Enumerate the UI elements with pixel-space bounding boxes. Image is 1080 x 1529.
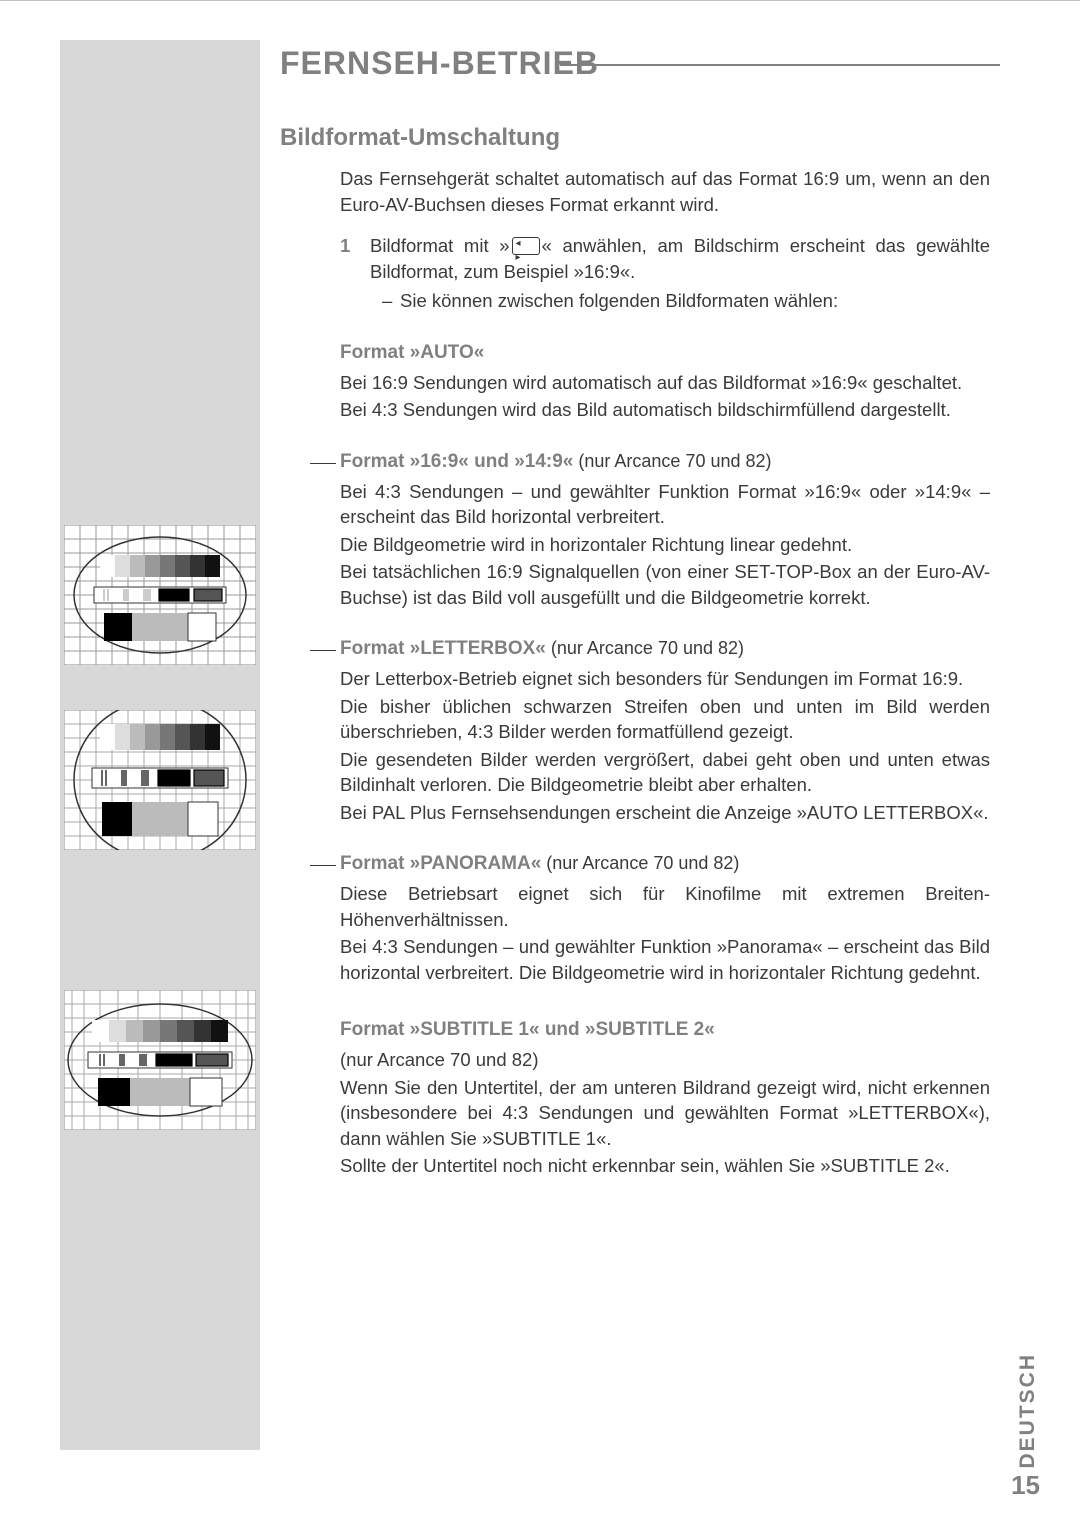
subhead-169-label: Format »16:9« und »14:9« [340, 451, 573, 472]
step-1: 1 Bildformat mit »« anwählen, am Bildsch… [340, 233, 990, 314]
subhead-169: Format »16:9« und »14:9« (nur Arcance 70… [340, 451, 1000, 473]
title-rule [560, 64, 1000, 66]
page: FERNSEH-BETRIEB Bildformat-Umschaltung D… [0, 0, 1080, 1529]
subhead-letterbox: Format »LETTERBOX« (nur Arcance 70 und 8… [340, 638, 1000, 660]
subhead-panorama-label: Format »PANORAMA« [340, 853, 541, 874]
auto-p2: Bei 4:3 Sendungen wird das Bild automati… [340, 397, 990, 423]
content-column: FERNSEH-BETRIEB Bildformat-Umschaltung D… [60, 45, 1000, 1195]
panorama-p2: Bei 4:3 Sendungen – und gewählter Funkti… [340, 934, 990, 985]
letterbox-p4: Bei PAL Plus Fernsehsendungen erscheint … [340, 800, 990, 826]
step-1-dash: Sie können zwischen folgenden Bildformat… [370, 288, 990, 314]
f169-p3: Bei tatsächlichen 16:9 Signalquellen (vo… [340, 559, 990, 610]
f169-p2: Die Bildgeometrie wird in horizontaler R… [340, 532, 990, 558]
subhead-auto: Format »AUTO« [340, 342, 1000, 364]
subhead-subtitle: Format »SUBTITLE 1« und »SUBTITLE 2« [340, 1019, 1000, 1041]
letterbox-p3: Die gesendeten Bilder werden vergrößert,… [340, 747, 990, 798]
subhead-panorama-note: (nur Arcance 70 und 82) [541, 853, 739, 873]
subhead-letterbox-label: Format »LETTERBOX« [340, 638, 546, 659]
panorama-p1: Diese Betriebsart eignet sich für Kinofi… [340, 881, 990, 932]
section-title: Bildformat-Umschaltung [280, 124, 1000, 152]
subtitle-p2: Sollte der Untertitel noch nicht erkennb… [340, 1153, 990, 1179]
step-number: 1 [340, 233, 350, 259]
subhead-panorama: Format »PANORAMA« (nur Arcance 70 und 82… [340, 853, 1000, 875]
f169-p1: Bei 4:3 Sendungen – und gewählter Funkti… [340, 479, 990, 530]
page-number: 15 [1011, 1470, 1040, 1501]
subhead-letterbox-note: (nur Arcance 70 und 82) [546, 638, 744, 658]
subtitle-p1: Wenn Sie den Untertitel, der am unteren … [340, 1075, 990, 1152]
auto-p1: Bei 16:9 Sendungen wird automatisch auf … [340, 370, 990, 396]
subhead-169-note: (nur Arcance 70 und 82) [573, 451, 771, 471]
letterbox-p2: Die bisher üblichen schwarzen Streifen o… [340, 694, 990, 745]
intro-para: Das Fernsehgerät schaltet automatisch au… [340, 166, 990, 217]
format-button-icon [512, 237, 540, 255]
step-1-text-a: Bildformat mit » [370, 235, 510, 256]
letterbox-p1: Der Letterbox-Betrieb eignet sich besond… [340, 666, 990, 692]
subtitle-note: (nur Arcance 70 und 82) [340, 1047, 990, 1073]
language-tab: DEUTSCH [1016, 1353, 1040, 1469]
